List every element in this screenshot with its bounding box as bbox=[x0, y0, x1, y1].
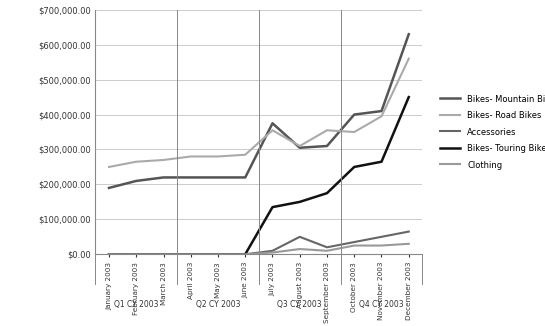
Clothing bbox=[269, 251, 276, 255]
Text: Q2 CY 2003: Q2 CY 2003 bbox=[196, 300, 240, 309]
Legend: Bikes- Mountain Bikes, Bikes- Road Bikes, Accessories, Bikes- Touring Bikes, Clo: Bikes- Mountain Bikes, Bikes- Road Bikes… bbox=[440, 95, 545, 170]
Bikes- Road Bikes bbox=[187, 155, 194, 158]
Bikes- Road Bikes bbox=[405, 57, 412, 61]
Clothing bbox=[160, 252, 167, 256]
Line: Accessories: Accessories bbox=[109, 231, 409, 254]
Clothing bbox=[242, 252, 249, 256]
Bikes- Touring Bikes bbox=[133, 252, 140, 256]
Bikes- Road Bikes bbox=[351, 130, 358, 134]
Bikes- Mountain Bikes bbox=[160, 175, 167, 179]
Bikes- Touring Bikes bbox=[296, 200, 303, 204]
Bikes- Touring Bikes bbox=[378, 160, 385, 164]
Bikes- Touring Bikes bbox=[351, 165, 358, 169]
Bikes- Road Bikes bbox=[160, 158, 167, 162]
Clothing bbox=[324, 249, 330, 253]
Bikes- Touring Bikes bbox=[215, 252, 221, 256]
Bikes- Mountain Bikes bbox=[242, 175, 249, 179]
Accessories bbox=[405, 230, 412, 233]
Bikes- Touring Bikes bbox=[106, 252, 112, 256]
Line: Bikes- Touring Bikes: Bikes- Touring Bikes bbox=[109, 97, 409, 254]
Accessories bbox=[242, 252, 249, 256]
Bikes- Touring Bikes bbox=[242, 252, 249, 256]
Accessories bbox=[160, 252, 167, 256]
Clothing bbox=[378, 244, 385, 247]
Bikes- Mountain Bikes bbox=[324, 144, 330, 148]
Bikes- Mountain Bikes bbox=[215, 175, 221, 179]
Accessories bbox=[378, 235, 385, 239]
Clothing bbox=[296, 247, 303, 251]
Bikes- Touring Bikes bbox=[187, 252, 194, 256]
Bikes- Mountain Bikes bbox=[106, 186, 112, 190]
Bikes- Road Bikes bbox=[324, 128, 330, 132]
Accessories bbox=[106, 252, 112, 256]
Line: Bikes- Mountain Bikes: Bikes- Mountain Bikes bbox=[109, 34, 409, 188]
Text: Q1 CY 2003: Q1 CY 2003 bbox=[114, 300, 159, 309]
Clothing bbox=[405, 242, 412, 246]
Clothing bbox=[351, 244, 358, 247]
Bikes- Mountain Bikes bbox=[133, 179, 140, 183]
Bikes- Mountain Bikes bbox=[296, 146, 303, 150]
Accessories bbox=[133, 252, 140, 256]
Clothing bbox=[133, 252, 140, 256]
Accessories bbox=[296, 235, 303, 239]
Text: Q3 CY 2003: Q3 CY 2003 bbox=[277, 300, 322, 309]
Bikes- Mountain Bikes bbox=[378, 109, 385, 113]
Bikes- Road Bikes bbox=[133, 160, 140, 164]
Bikes- Mountain Bikes bbox=[351, 112, 358, 116]
Text: Q4 CY 2003: Q4 CY 2003 bbox=[359, 300, 404, 309]
Bikes- Road Bikes bbox=[378, 114, 385, 118]
Bikes- Mountain Bikes bbox=[269, 121, 276, 125]
Bikes- Road Bikes bbox=[269, 128, 276, 132]
Accessories bbox=[324, 245, 330, 249]
Clothing bbox=[106, 252, 112, 256]
Bikes- Mountain Bikes bbox=[187, 175, 194, 179]
Bikes- Road Bikes bbox=[215, 155, 221, 158]
Line: Clothing: Clothing bbox=[109, 244, 409, 254]
Bikes- Road Bikes bbox=[242, 153, 249, 157]
Bikes- Road Bikes bbox=[106, 165, 112, 169]
Clothing bbox=[215, 252, 221, 256]
Accessories bbox=[215, 252, 221, 256]
Accessories bbox=[187, 252, 194, 256]
Bikes- Touring Bikes bbox=[324, 191, 330, 195]
Accessories bbox=[269, 249, 276, 253]
Bikes- Touring Bikes bbox=[405, 95, 412, 99]
Bikes- Road Bikes bbox=[296, 144, 303, 148]
Bikes- Touring Bikes bbox=[269, 205, 276, 209]
Accessories bbox=[351, 240, 358, 244]
Bikes- Touring Bikes bbox=[160, 252, 167, 256]
Clothing bbox=[187, 252, 194, 256]
Bikes- Mountain Bikes bbox=[405, 32, 412, 36]
Line: Bikes- Road Bikes: Bikes- Road Bikes bbox=[109, 59, 409, 167]
